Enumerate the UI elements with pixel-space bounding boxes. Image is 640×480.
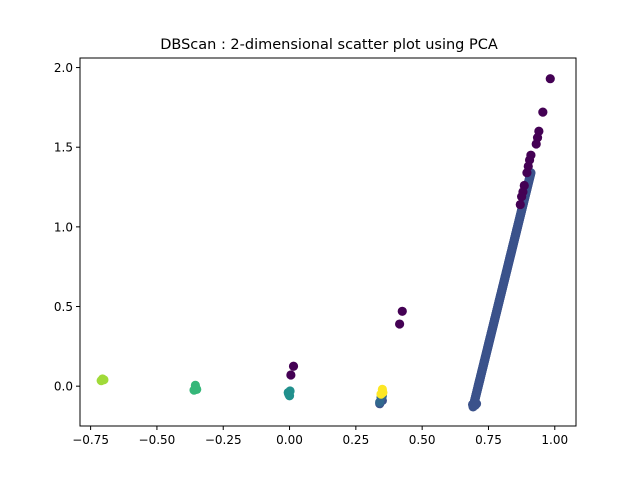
y-tick-label: 0.0 xyxy=(54,380,73,394)
x-tick-label: 0.25 xyxy=(342,433,369,447)
x-tick-label: −0.75 xyxy=(72,433,109,447)
data-point xyxy=(285,386,295,396)
data-point xyxy=(471,399,482,409)
data-point xyxy=(376,389,386,399)
x-axis: −0.75 −0.50 −0.25 0.00 0.25 0.50 0.75 1.00 xyxy=(72,426,568,447)
data-point xyxy=(288,361,299,371)
y-tick-label: 1.5 xyxy=(54,141,73,155)
data-point xyxy=(517,192,527,202)
data-point xyxy=(515,199,525,210)
x-tick-label: 0.00 xyxy=(276,433,303,447)
data-point xyxy=(531,139,541,149)
x-tick-label: −0.25 xyxy=(205,433,242,447)
data-point xyxy=(522,168,532,178)
x-tick-label: −0.50 xyxy=(139,433,176,447)
y-tick-label: 1.0 xyxy=(54,220,73,234)
data-point xyxy=(545,74,555,84)
y-tick-label: 0.5 xyxy=(54,300,73,314)
data-point xyxy=(99,375,109,385)
data-point xyxy=(395,319,405,329)
y-tick-label: 2.0 xyxy=(54,61,73,75)
y-axis: 0.0 0.5 1.0 1.5 2.0 xyxy=(54,61,80,394)
data-point xyxy=(538,107,548,117)
data-point xyxy=(375,397,385,407)
points-layer xyxy=(96,74,555,412)
data-point xyxy=(286,370,296,380)
data-point xyxy=(397,306,407,316)
data-point xyxy=(192,384,202,394)
chart-title: DBScan : 2-dimensional scatter plot usin… xyxy=(160,37,498,53)
x-tick-label: 0.75 xyxy=(475,433,502,447)
x-tick-label: 1.00 xyxy=(541,433,568,447)
plot-frame xyxy=(79,57,577,427)
x-tick-label: 0.50 xyxy=(409,433,436,447)
